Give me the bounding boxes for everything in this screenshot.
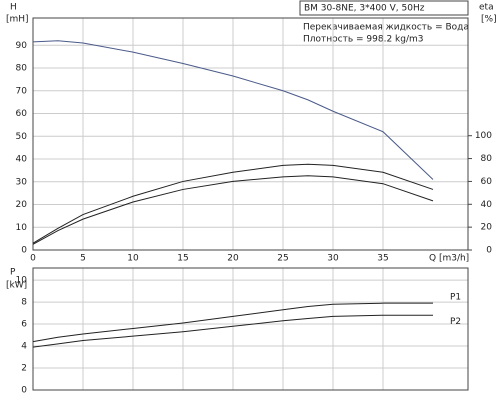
y-label: P: [10, 268, 16, 278]
annotation: Перекачиваемая жидкость = Вода: [303, 23, 469, 33]
y-tick-label: 2: [21, 364, 27, 374]
y2-tick-label: 0: [486, 246, 492, 256]
curve: [32, 302, 433, 343]
title-box: [299, 0, 469, 16]
y2-label: [%]: [481, 15, 497, 25]
y-tick-label: 10: [16, 223, 28, 233]
y-tick-label: 10: [16, 276, 28, 286]
x-tick-label: 10: [127, 254, 139, 264]
y-tick-label: 8: [21, 298, 27, 308]
x-tick-label: 25: [277, 254, 288, 264]
y-tick-label: 80: [16, 64, 28, 74]
y2-label: eta: [479, 3, 494, 13]
y2-tick-label: 40: [481, 200, 493, 210]
legend-label: P1: [450, 293, 461, 303]
y-tick-label: 40: [16, 155, 28, 165]
y-tick-label: 50: [16, 132, 28, 142]
y-tick-label: 0: [21, 246, 27, 256]
y-label: [mH]: [6, 15, 29, 25]
x-label: Q [m3/h]: [429, 254, 469, 264]
y-tick-label: 30: [16, 177, 28, 187]
x-tick-label: 30: [327, 254, 339, 264]
curve: [32, 163, 434, 244]
x-tick-label: 20: [227, 254, 239, 264]
y-tick-label: 90: [16, 41, 28, 51]
y-tick-label: 60: [16, 109, 28, 119]
legend-label: P2: [450, 317, 461, 327]
x-tick-label: 15: [177, 254, 188, 264]
y-tick-label: 4: [21, 342, 27, 352]
curve: [32, 40, 434, 180]
annotation: Плотность = 998.2 kg/m3: [303, 35, 424, 45]
chart-title: BM 30-8NE, 3*400 V, 50Hz: [304, 4, 425, 14]
y-tick-label: 0: [21, 386, 27, 396]
plot-frame: [32, 17, 469, 251]
y-label: H: [10, 3, 17, 13]
x-tick-label: 0: [30, 254, 36, 264]
y-tick-label: 6: [21, 320, 27, 330]
y2-tick-label: 100: [475, 131, 492, 141]
x-tick-label: 5: [80, 254, 86, 264]
y-tick-label: 20: [16, 200, 28, 210]
y-label: [kW]: [6, 281, 27, 291]
y2-tick-label: 60: [481, 177, 493, 187]
curve: [32, 314, 433, 348]
y2-tick-label: 20: [481, 223, 493, 233]
y2-tick-label: 80: [481, 154, 493, 164]
curve: [32, 175, 434, 245]
plot-frame: [32, 267, 469, 391]
y-tick-label: 70: [16, 86, 28, 96]
x-tick-label: 35: [377, 254, 388, 264]
